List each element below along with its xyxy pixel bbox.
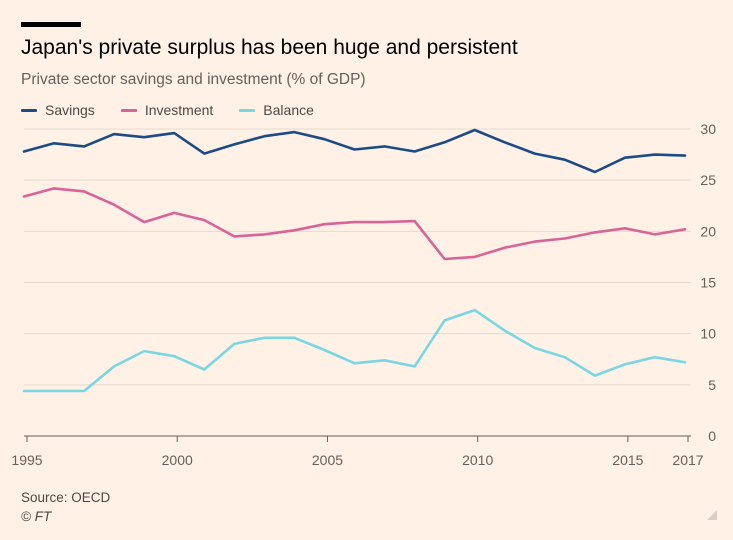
legend-swatch-investment [120,108,137,112]
y-tick-label-10: 10 [700,326,716,342]
series-line-savings [22,128,687,174]
y-tick-label-20: 20 [700,223,716,239]
series-line-investment [22,187,687,261]
ft-top-bar [21,22,81,27]
y-tick-label-25: 25 [700,172,716,188]
legend-swatch-balance [239,108,256,112]
series-lines [22,128,687,393]
resize-corner-icon [707,510,717,520]
x-tick-label-2015: 2015 [612,452,643,468]
legend-item-investment: Investment [120,102,214,118]
source-note: Source: OECD [21,490,111,505]
legend-label-balance: Balance [263,102,314,118]
x-tick-label-2000: 2000 [162,452,193,468]
series-line-balance [22,308,687,393]
chart-title: Japan's private surplus has been huge an… [21,36,518,59]
legend-item-balance: Balance [239,102,314,118]
legend-label-investment: Investment [144,102,214,118]
y-tick-label-5: 5 [708,377,716,393]
x-tick-label-1995: 1995 [11,452,42,468]
y-tick-label-0: 0 [708,428,716,444]
x-tick-label-2010: 2010 [462,452,493,468]
y-tick-labels: 0 5 10 15 20 25 30 [700,121,716,444]
chart-subtitle: Private sector savings and investment (%… [21,71,366,88]
legend-item-savings: Savings [21,102,95,118]
y-tick-label-15: 15 [700,275,716,291]
y-tick-label-30: 30 [700,121,716,137]
legend-label-savings: Savings [45,102,95,118]
x-tick-label-2005: 2005 [312,452,343,468]
chart-legend: Savings Investment Balance [21,102,340,118]
x-tick-label-2017: 2017 [672,452,703,468]
ft-credit: © FT [21,509,52,524]
legend-swatch-savings [21,108,37,112]
grid-lines [24,128,691,437]
x-axis-ticks: 1995 2000 2005 2010 2015 2017 [11,436,704,468]
